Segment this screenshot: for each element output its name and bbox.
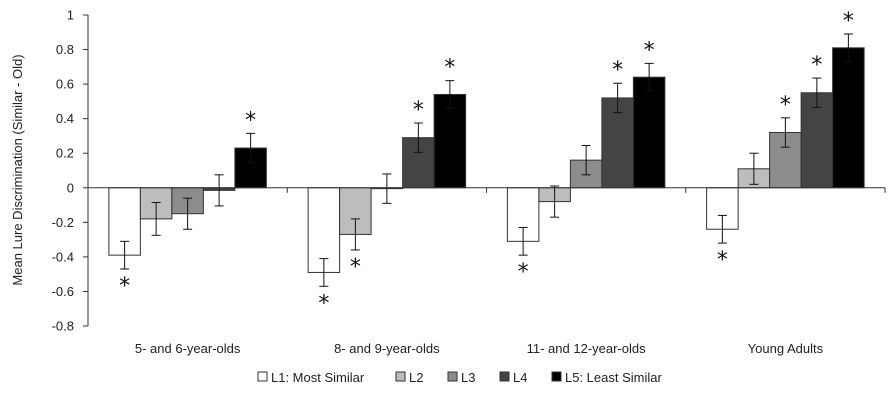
significance-star: * — [612, 58, 623, 83]
y-tick-label: 0.6 — [56, 77, 74, 92]
significance-star: * — [413, 98, 424, 123]
y-tick-label: 0.2 — [56, 146, 74, 161]
category-label: 11- and 12-year-olds — [527, 341, 646, 356]
y-axis: 1 0.8 0.6 0.4 0.2 0 -0.2 -0.4 -0.6 -0.8 — [52, 8, 89, 334]
legend-label: L3 — [461, 370, 475, 385]
legend-swatch — [551, 371, 562, 382]
bar — [632, 76, 666, 189]
legend-swatch — [447, 371, 458, 382]
y-tick-label: -0.8 — [52, 319, 74, 334]
bar — [800, 92, 834, 189]
x-axis: 5- and 6-year-olds 8- and 9-year-olds 11- … — [87, 187, 886, 356]
significance-star: * — [843, 9, 854, 34]
significance-star: * — [518, 260, 529, 285]
legend-label: L5: Least Similar — [565, 370, 662, 385]
legend-swatch — [499, 371, 510, 382]
legend-label: L1: Most Similar — [271, 370, 365, 385]
legend-swatch — [257, 371, 268, 382]
y-tick-label: 0 — [67, 180, 74, 195]
category-label: 8- and 9-year-olds — [334, 341, 440, 356]
legend-swatch — [395, 371, 406, 382]
category-label: 5- and 6-year-olds — [135, 341, 241, 356]
y-tick-label: -0.2 — [52, 215, 74, 230]
significance-star: * — [811, 53, 822, 78]
significance-star: * — [717, 248, 728, 273]
y-tick-label: 0.4 — [56, 111, 74, 126]
y-tick-label: 0.8 — [56, 42, 74, 57]
legend: L1: Most Similar L2 L3 L4 L5: Least Similar — [257, 370, 662, 385]
y-axis-label: Mean Lure Discrimination (Similar - Old) — [10, 54, 25, 285]
category-label: Young Adults — [748, 341, 824, 356]
bar — [832, 47, 865, 189]
y-tick-label: -0.6 — [52, 284, 74, 299]
y-tick-label: -0.4 — [52, 249, 74, 264]
legend-label: L4 — [513, 370, 527, 385]
significance-star: * — [245, 108, 256, 133]
significance-star: * — [119, 274, 130, 299]
legend-label: L2 — [409, 370, 423, 385]
significance-star: * — [780, 93, 791, 118]
significance-star: * — [318, 291, 329, 316]
significance-star: * — [644, 38, 655, 63]
significance-star: * — [350, 255, 361, 280]
significance-star: * — [444, 56, 455, 81]
y-tick-label: 1 — [67, 8, 74, 23]
bars-layer: * * * * * * * * * * * * * — [108, 9, 865, 316]
